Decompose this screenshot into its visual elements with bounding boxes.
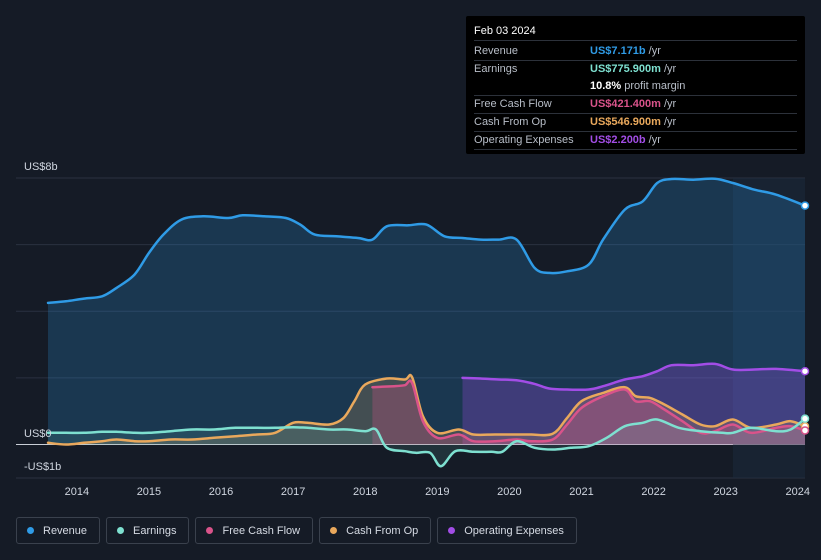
tooltip-value: US$2.200b <box>590 134 646 146</box>
legend-label: Free Cash Flow <box>222 524 301 537</box>
line-cash-from-op <box>46 373 807 446</box>
x-tick-label: 2017 <box>281 486 305 498</box>
legend-label: Operating Expenses <box>464 524 564 537</box>
tooltip-unit: /yr <box>648 134 661 146</box>
legend-dot-icon <box>206 527 214 534</box>
tooltip-key <box>474 78 590 95</box>
x-tick-label: 2022 <box>641 486 665 498</box>
end-marker-operating-expenses <box>800 366 810 376</box>
x-tick-label: 2023 <box>713 486 737 498</box>
x-tick-label: 2021 <box>569 486 593 498</box>
x-tick-label: 2016 <box>209 486 233 498</box>
tooltip-panel: Feb 03 2024 Revenue US$7.171b /yr Earnin… <box>466 16 805 154</box>
tooltip-key: Earnings <box>474 63 518 75</box>
x-tick-label: 2020 <box>497 486 521 498</box>
series-end-markers <box>800 201 810 435</box>
tooltip-row-earnings: Earnings US$775.900m /yr <box>474 61 797 78</box>
series-lines <box>46 177 807 468</box>
legend-item-operating-expenses[interactable]: Operating Expenses <box>437 517 577 544</box>
y-tick-label-bottom: -US$1b <box>24 461 61 473</box>
tooltip-value: US$7.171b <box>590 45 646 57</box>
legend-dot-icon <box>448 527 456 534</box>
legend-dot-icon <box>27 527 34 534</box>
end-marker-revenue <box>800 201 810 210</box>
tooltip-key: Operating Expenses <box>474 134 574 146</box>
x-axis: 2014 2015 2016 2017 2018 2019 2020 2021 2022 2023… <box>65 486 810 498</box>
x-tick-label: 2015 <box>137 486 161 498</box>
legend-dot-icon <box>330 527 338 534</box>
end-marker-earnings <box>800 414 810 423</box>
tooltip-value: 10.8% <box>590 80 622 92</box>
tooltip-value: US$421.400m <box>590 98 661 110</box>
tooltip-row-revenue: Revenue US$7.171b /yr <box>474 43 797 61</box>
tooltip-unit: /yr <box>663 98 677 110</box>
tooltip-row-free-cash-flow: Free Cash Flow US$421.400m /yr <box>474 96 797 114</box>
tooltip-key: Cash From Op <box>474 116 547 128</box>
legend-item-earnings[interactable]: Earnings <box>106 517 190 544</box>
area-revenue <box>48 178 805 445</box>
legend-item-free-cash-flow[interactable]: Free Cash Flow <box>195 517 314 544</box>
legend-dot-icon <box>117 527 125 534</box>
tooltip-date: Feb 03 2024 <box>474 22 797 41</box>
legend-label: Cash From Op <box>346 524 419 537</box>
area-free-cash-flow <box>372 380 805 445</box>
area-earnings <box>48 418 805 467</box>
tooltip-key: Free Cash Flow <box>474 98 552 110</box>
legend: Revenue Earnings Free Cash Flow Cash Fro… <box>16 517 577 544</box>
y-tick-label-top: US$8b <box>24 161 58 173</box>
tooltip-key: Revenue <box>474 45 519 57</box>
tooltip-value: US$775.900m <box>590 63 661 75</box>
line-earnings <box>46 417 807 468</box>
legend-item-revenue[interactable]: Revenue <box>16 517 101 544</box>
tooltip-value: US$546.900m <box>590 116 661 128</box>
y-axis: US$8b US$0 -US$1b <box>24 161 61 473</box>
x-tick-label: 2024 <box>786 486 810 498</box>
tooltip-unit: /yr <box>663 63 677 75</box>
y-tick-label-zero: US$0 <box>24 428 52 440</box>
x-tick-label: 2019 <box>425 486 449 498</box>
line-operating-expenses <box>461 362 807 392</box>
tooltip-unit: profit margin <box>624 80 686 92</box>
tooltip-row-profit-margin: 10.8% profit margin <box>474 78 797 96</box>
tooltip-row-operating-expenses: Operating Expenses US$2.200b /yr <box>474 132 797 150</box>
series-areas <box>48 178 805 467</box>
end-marker-free-cash-flow <box>800 426 810 435</box>
tooltip-unit: /yr <box>663 116 677 128</box>
tooltip-row-cash-from-op: Cash From Op US$546.900m /yr <box>474 114 797 132</box>
x-tick-label: 2014 <box>65 486 89 498</box>
line-revenue <box>46 177 807 305</box>
tooltip-unit: /yr <box>648 45 661 57</box>
line-free-cash-flow <box>371 379 807 443</box>
x-tick-label: 2018 <box>353 486 377 498</box>
legend-label: Revenue <box>43 524 88 537</box>
legend-item-cash-from-op[interactable]: Cash From Op <box>319 517 432 544</box>
legend-label: Earnings <box>133 524 177 537</box>
